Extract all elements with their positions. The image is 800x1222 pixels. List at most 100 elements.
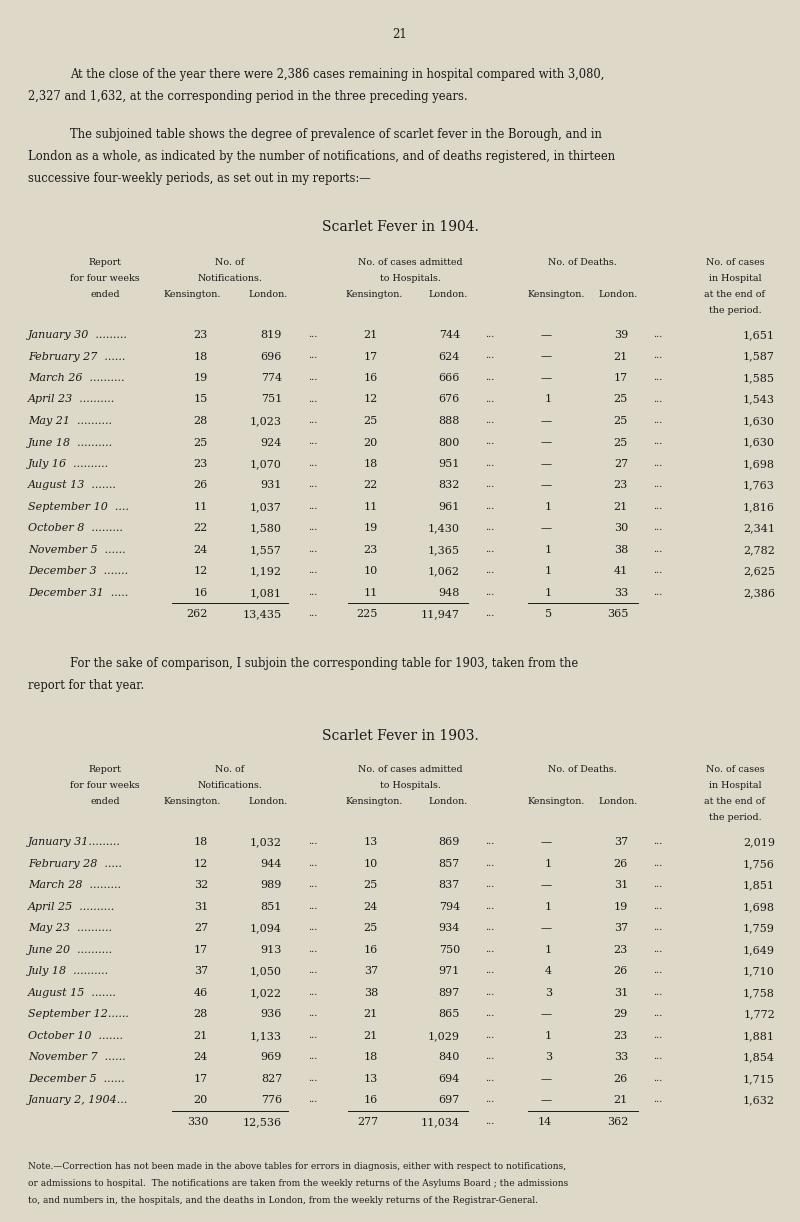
Text: 869: 869: [438, 837, 460, 848]
Text: ...: ...: [653, 924, 662, 932]
Text: 38: 38: [614, 545, 628, 555]
Text: 1,029: 1,029: [428, 1031, 460, 1041]
Text: 888: 888: [438, 415, 460, 426]
Text: 25: 25: [614, 415, 628, 426]
Text: 1: 1: [545, 545, 552, 555]
Text: 32: 32: [194, 881, 208, 891]
Text: February 28  .....: February 28 .....: [28, 859, 122, 869]
Text: 10: 10: [364, 859, 378, 869]
Text: ...: ...: [485, 1117, 494, 1125]
Text: ...: ...: [653, 859, 662, 868]
Text: 37: 37: [614, 837, 628, 848]
Text: 365: 365: [606, 610, 628, 620]
Text: 37: 37: [614, 924, 628, 934]
Text: ...: ...: [308, 330, 318, 338]
Text: 1,698: 1,698: [743, 902, 775, 912]
Text: August 13  .......: August 13 .......: [28, 480, 117, 490]
Text: 14: 14: [538, 1117, 552, 1127]
Text: ...: ...: [308, 881, 318, 890]
Text: ...: ...: [485, 945, 494, 954]
Text: 1,758: 1,758: [743, 989, 775, 998]
Text: ...: ...: [653, 902, 662, 910]
Text: 624: 624: [438, 352, 460, 362]
Text: Kensington.: Kensington.: [346, 290, 402, 299]
Text: ...: ...: [653, 588, 662, 598]
Text: 971: 971: [438, 967, 460, 976]
Text: London.: London.: [598, 798, 638, 807]
Text: —: —: [541, 837, 552, 848]
Text: Report: Report: [89, 258, 122, 266]
Text: London as a whole, as indicated by the number of notifications, and of deaths re: London as a whole, as indicated by the n…: [28, 150, 615, 163]
Text: July 18  ..........: July 18 ..........: [28, 967, 109, 976]
Text: 23: 23: [194, 459, 208, 469]
Text: 1,710: 1,710: [743, 967, 775, 976]
Text: 27: 27: [614, 459, 628, 469]
Text: London.: London.: [598, 290, 638, 299]
Text: 851: 851: [261, 902, 282, 912]
Text: 865: 865: [438, 1009, 460, 1019]
Text: ...: ...: [653, 352, 662, 360]
Text: 23: 23: [614, 1031, 628, 1041]
Text: 951: 951: [438, 459, 460, 469]
Text: 5: 5: [545, 610, 552, 620]
Text: 21: 21: [364, 330, 378, 340]
Text: 30: 30: [614, 523, 628, 534]
Text: December 31  .....: December 31 .....: [28, 588, 128, 598]
Text: 23: 23: [614, 480, 628, 490]
Text: January 2, 1904...: January 2, 1904...: [28, 1095, 128, 1106]
Text: 12: 12: [364, 395, 378, 404]
Text: 13: 13: [364, 837, 378, 848]
Text: ...: ...: [485, 330, 494, 338]
Text: ...: ...: [485, 902, 494, 910]
Text: 1,649: 1,649: [743, 945, 775, 956]
Text: Scarlet Fever in 1903.: Scarlet Fever in 1903.: [322, 730, 478, 743]
Text: to Hospitals.: to Hospitals.: [379, 274, 441, 284]
Text: 16: 16: [364, 945, 378, 956]
Text: ...: ...: [308, 924, 318, 932]
Text: ...: ...: [485, 924, 494, 932]
Text: 12,536: 12,536: [243, 1117, 282, 1127]
Text: 1: 1: [545, 567, 552, 577]
Text: 1,133: 1,133: [250, 1031, 282, 1041]
Text: ...: ...: [308, 1031, 318, 1040]
Text: for four weeks: for four weeks: [70, 782, 140, 791]
Text: 751: 751: [261, 395, 282, 404]
Text: No. of: No. of: [215, 765, 245, 775]
Text: 21: 21: [194, 1031, 208, 1041]
Text: June 18  ..........: June 18 ..........: [28, 437, 113, 447]
Text: to, and numbers in, the hospitals, and the deaths in London, from the weekly ret: to, and numbers in, the hospitals, and t…: [28, 1196, 538, 1205]
Text: 18: 18: [194, 837, 208, 848]
Text: ...: ...: [653, 395, 662, 403]
Text: 4: 4: [545, 967, 552, 976]
Text: Kensington.: Kensington.: [527, 798, 585, 807]
Text: —: —: [541, 523, 552, 534]
Text: No. of: No. of: [215, 258, 245, 266]
Text: for four weeks: for four weeks: [70, 274, 140, 284]
Text: November 5  ......: November 5 ......: [28, 545, 126, 555]
Text: 1,430: 1,430: [428, 523, 460, 534]
Text: 744: 744: [438, 330, 460, 340]
Text: 2,327 and 1,632, at the corresponding period in the three preceding years.: 2,327 and 1,632, at the corresponding pe…: [28, 90, 468, 103]
Text: 819: 819: [261, 330, 282, 340]
Text: February 27  ......: February 27 ......: [28, 352, 126, 362]
Text: 1,022: 1,022: [250, 989, 282, 998]
Text: No. of Deaths.: No. of Deaths.: [548, 765, 616, 775]
Text: ...: ...: [485, 1052, 494, 1062]
Text: 1,094: 1,094: [250, 924, 282, 934]
Text: ...: ...: [653, 523, 662, 533]
Text: 3: 3: [545, 989, 552, 998]
Text: 29: 29: [614, 1009, 628, 1019]
Text: Note.—Correction has not been made in the above tables for errors in diagnosis, : Note.—Correction has not been made in th…: [28, 1162, 566, 1171]
Text: 934: 934: [438, 924, 460, 934]
Text: ...: ...: [308, 459, 318, 468]
Text: 1,587: 1,587: [743, 352, 775, 362]
Text: 857: 857: [438, 859, 460, 869]
Text: March 28  .........: March 28 .........: [28, 881, 121, 891]
Text: 1,651: 1,651: [743, 330, 775, 340]
Text: 1,062: 1,062: [428, 567, 460, 577]
Text: 1,032: 1,032: [250, 837, 282, 848]
Text: ...: ...: [653, 1095, 662, 1105]
Text: ...: ...: [308, 989, 318, 997]
Text: No. of cases: No. of cases: [706, 765, 764, 775]
Text: 12: 12: [194, 567, 208, 577]
